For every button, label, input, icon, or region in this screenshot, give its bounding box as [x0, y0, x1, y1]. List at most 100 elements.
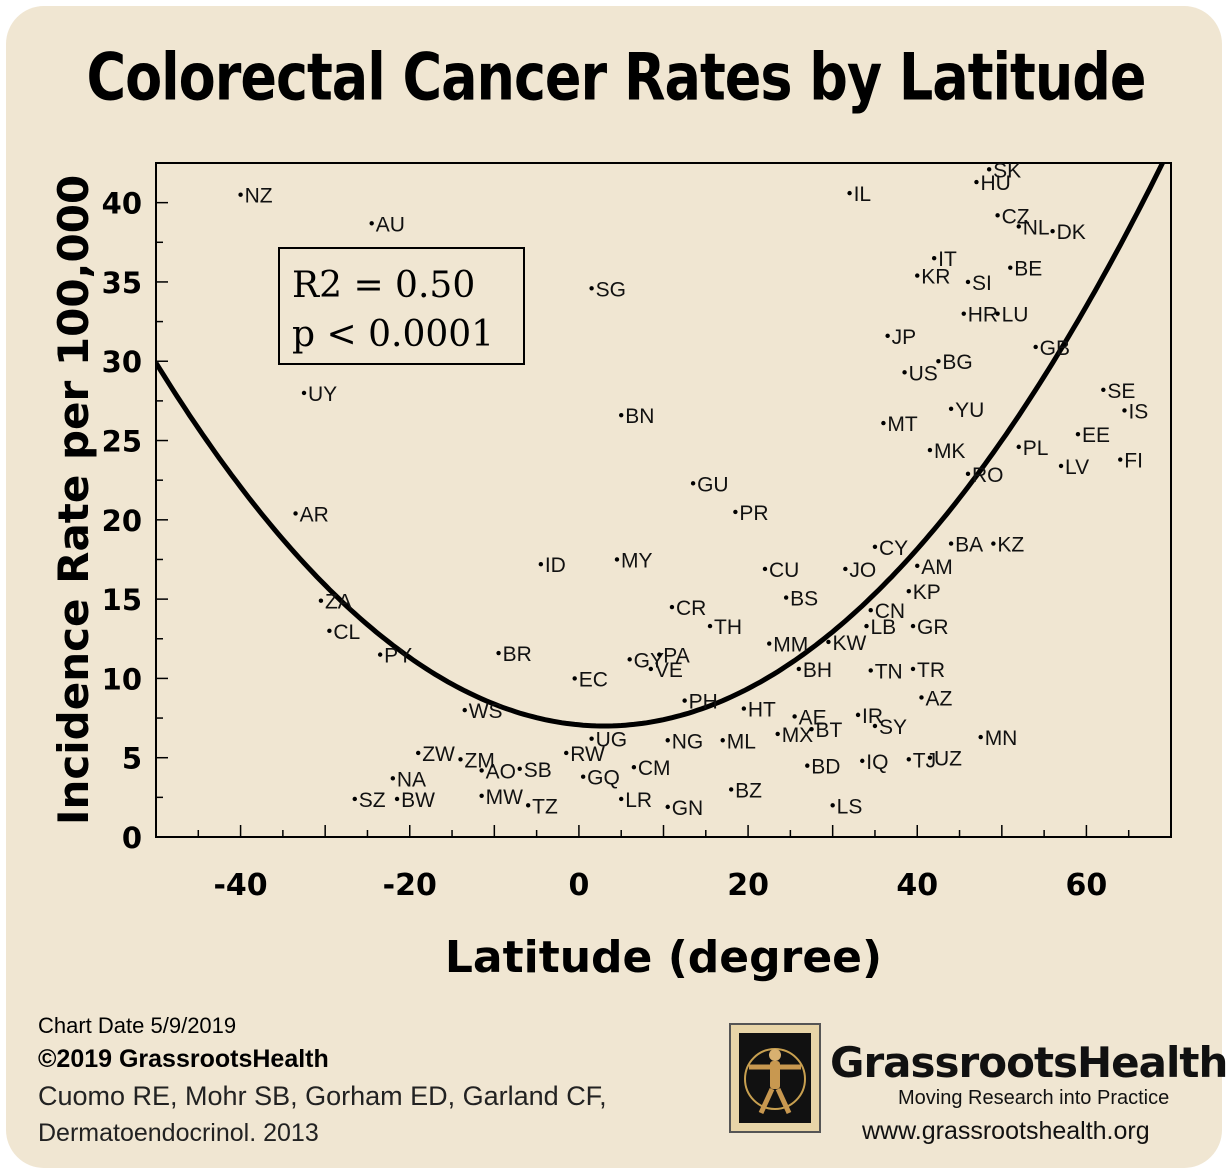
- data-point-bd: [805, 763, 810, 768]
- x-tick-label: 40: [896, 868, 938, 903]
- point-label-bn: BN: [625, 405, 654, 428]
- point-label-gn: GN: [672, 797, 704, 820]
- point-label-se: SE: [1107, 380, 1135, 403]
- data-point-gy: [627, 657, 632, 662]
- point-label-ph: PH: [689, 691, 718, 714]
- data-point-si: [965, 279, 971, 285]
- data-point-ug: [589, 736, 594, 741]
- data-point-cn: [868, 608, 873, 613]
- data-point-my: [614, 557, 620, 562]
- x-tick-label: -40: [213, 868, 267, 903]
- point-label-ml: ML: [727, 730, 756, 753]
- data-point-sg: [589, 286, 594, 291]
- point-label-ee: EE: [1082, 424, 1110, 447]
- y-tick-label: 30: [102, 345, 142, 379]
- data-point-br: [496, 650, 501, 656]
- y-axis-label: Incidence Rate per 100,000: [49, 175, 98, 825]
- data-point-kr: [915, 273, 920, 278]
- point-label-tj: TJ: [913, 749, 936, 772]
- point-label-bz: BZ: [735, 779, 762, 802]
- point-label-uz: UZ: [934, 748, 962, 771]
- point-label-tz: TZ: [532, 795, 558, 818]
- point-label-au: AU: [376, 213, 405, 236]
- point-label-fi: FI: [1124, 450, 1143, 473]
- data-point-is: [1122, 408, 1127, 413]
- point-label-mt: MT: [887, 413, 917, 436]
- point-label-cz: CZ: [1002, 205, 1030, 228]
- data-point-bh: [796, 666, 802, 672]
- data-point-kp: [906, 588, 911, 594]
- data-point-au: [369, 221, 374, 226]
- point-label-br: BR: [503, 643, 532, 666]
- point-label-id: ID: [545, 554, 566, 577]
- stats-box: [278, 247, 525, 365]
- data-point-lv: [1058, 463, 1064, 469]
- vitruvian-man-icon: [729, 1023, 821, 1133]
- data-point-cy: [872, 544, 878, 549]
- point-label-is: IS: [1128, 400, 1148, 423]
- data-point-it: [931, 255, 937, 261]
- point-label-ar: AR: [300, 503, 329, 526]
- data-point-bs: [783, 595, 789, 600]
- data-point-tn: [868, 668, 873, 673]
- point-label-cy: CY: [879, 537, 908, 560]
- data-point-hu: [974, 179, 979, 185]
- point-label-ug: UG: [596, 729, 628, 752]
- point-label-yu: YU: [955, 399, 984, 422]
- point-label-cn: CN: [875, 600, 905, 623]
- point-label-lu: LU: [1002, 304, 1029, 327]
- data-point-kw: [826, 639, 831, 645]
- data-point-cr: [669, 604, 675, 610]
- data-point-bn: [619, 412, 624, 418]
- point-label-ls: LS: [837, 795, 863, 818]
- point-label-cl: CL: [333, 621, 360, 644]
- citation-journal: Dermatoendocrinol. 2013: [38, 1119, 319, 1147]
- y-tick-label: 0: [122, 821, 142, 855]
- data-point-py: [377, 652, 383, 657]
- data-point-cu: [762, 566, 768, 572]
- x-tick-label: 0: [568, 868, 589, 903]
- point-label-pl: PL: [1023, 437, 1049, 460]
- citation-authors: Cuomo RE, Mohr SB, Gorham ED, Garland CF…: [38, 1081, 607, 1111]
- point-label-uy: UY: [308, 383, 337, 406]
- point-label-dk: DK: [1057, 221, 1086, 244]
- point-label-pr: PR: [739, 502, 768, 525]
- data-point-sy: [872, 723, 878, 729]
- data-point-cm: [631, 765, 637, 770]
- y-tick-label: 10: [102, 662, 142, 696]
- brand-url[interactable]: www.grassrootshealth.org: [862, 1117, 1150, 1145]
- data-point-ae: [792, 714, 797, 719]
- y-tick-label: 40: [102, 187, 142, 221]
- data-point-id: [538, 562, 544, 567]
- data-point-sb: [517, 766, 522, 772]
- point-label-az: AZ: [925, 687, 952, 710]
- point-label-gy: GY: [634, 649, 664, 672]
- point-label-ws: WS: [469, 700, 503, 723]
- point-label-mn: MN: [985, 727, 1018, 750]
- y-tick-label: 35: [102, 266, 142, 300]
- data-point-bw: [394, 796, 400, 802]
- point-label-gr: GR: [917, 616, 949, 639]
- data-point-lb: [864, 623, 869, 629]
- data-point-na: [390, 776, 396, 781]
- data-point-bz: [728, 787, 734, 792]
- r-squared-label: R2 = 0.50: [292, 265, 475, 306]
- point-label-ht: HT: [748, 699, 776, 722]
- data-point-ls: [830, 803, 835, 808]
- point-label-lb: LB: [871, 616, 897, 639]
- point-label-py: PY: [384, 645, 412, 668]
- point-label-mm: MM: [773, 634, 808, 657]
- data-point-uz: [927, 755, 933, 760]
- data-point-ee: [1075, 431, 1081, 437]
- data-point-iq: [860, 758, 865, 764]
- point-label-mk: MK: [934, 440, 966, 463]
- point-label-be: BE: [1014, 258, 1042, 281]
- point-label-il: IL: [854, 183, 872, 206]
- point-label-it: IT: [938, 248, 957, 271]
- point-label-ir: IR: [862, 705, 883, 728]
- data-point-za: [318, 598, 324, 603]
- data-point-rw: [564, 750, 569, 756]
- point-label-hu: HU: [980, 172, 1010, 195]
- data-point-se: [1101, 387, 1106, 392]
- point-label-ae: AE: [799, 706, 827, 729]
